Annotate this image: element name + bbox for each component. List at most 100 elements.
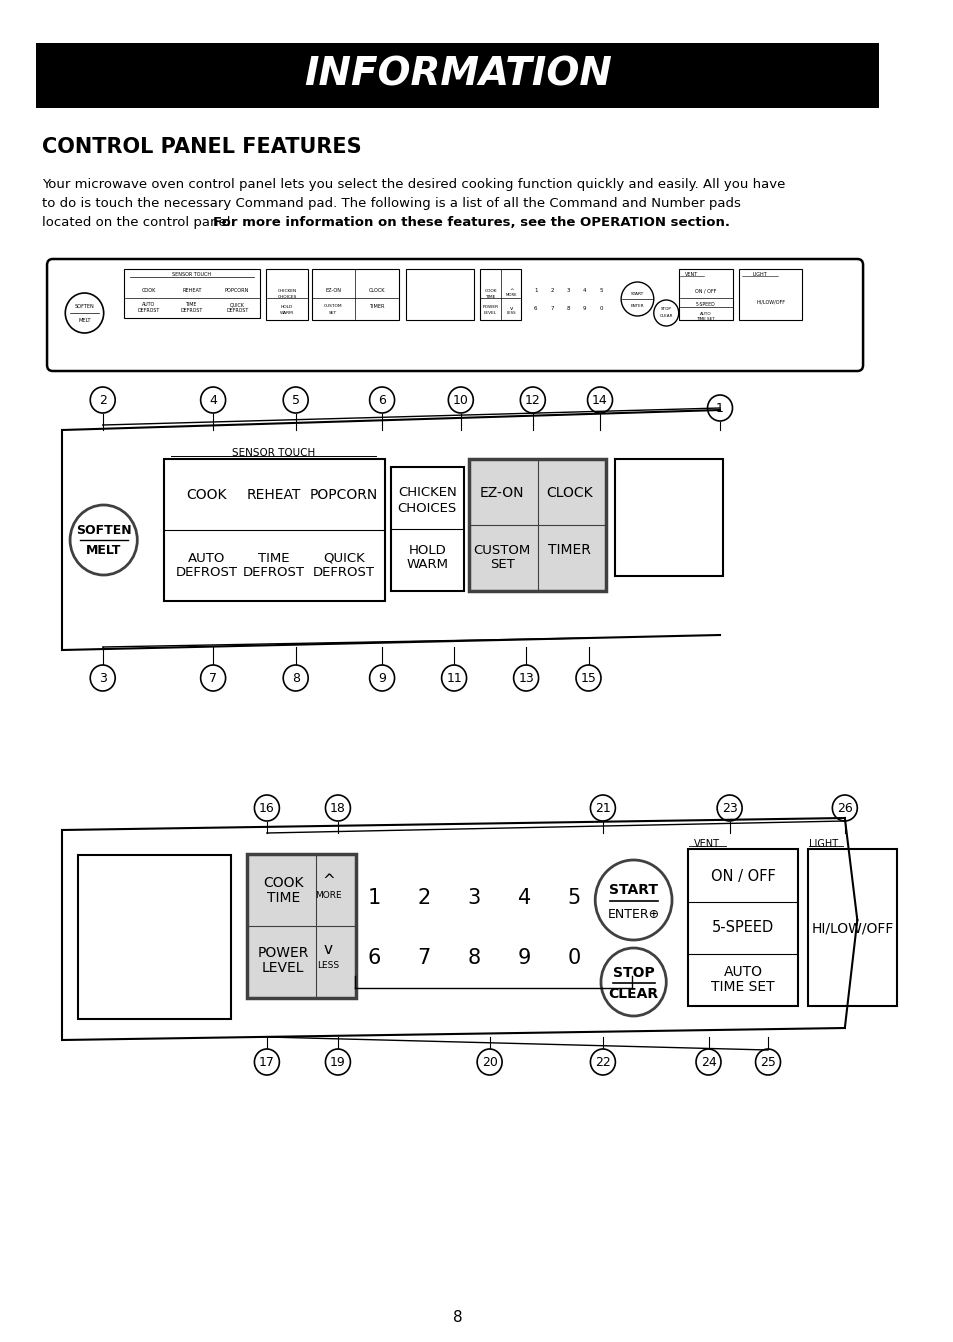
Text: 17: 17 — [258, 1056, 274, 1068]
Text: TIMER: TIMER — [547, 544, 590, 557]
Text: 2: 2 — [417, 888, 431, 909]
Text: 4: 4 — [517, 888, 530, 909]
Text: TIME: TIME — [266, 891, 299, 905]
Text: 7: 7 — [550, 306, 553, 311]
FancyBboxPatch shape — [615, 459, 722, 576]
Text: 5-SPEED: 5-SPEED — [695, 302, 715, 307]
Circle shape — [200, 386, 225, 413]
Text: CLEAR: CLEAR — [659, 314, 672, 318]
Text: located on the control panel.: located on the control panel. — [42, 216, 239, 229]
Text: TIMER: TIMER — [369, 303, 385, 309]
Text: 8: 8 — [453, 1311, 462, 1326]
Text: DEFROST: DEFROST — [226, 309, 248, 314]
Text: POWER: POWER — [482, 305, 498, 309]
Text: STOP: STOP — [660, 307, 671, 311]
FancyBboxPatch shape — [164, 459, 385, 601]
Text: 21: 21 — [595, 801, 610, 815]
Text: VENT: VENT — [684, 271, 698, 276]
Text: TIME: TIME — [485, 295, 496, 299]
Circle shape — [696, 1049, 720, 1075]
Text: to do is touch the necessary Command pad. The following is a list of all the Com: to do is touch the necessary Command pad… — [42, 197, 740, 209]
Circle shape — [325, 1049, 350, 1075]
Circle shape — [476, 1049, 501, 1075]
Text: AUTO: AUTO — [722, 965, 761, 980]
Text: CUSTOM: CUSTOM — [473, 544, 530, 557]
Text: 11: 11 — [446, 671, 461, 684]
Text: v: v — [323, 942, 333, 957]
Text: 2: 2 — [99, 393, 107, 407]
Text: CLEAR: CLEAR — [608, 986, 658, 1001]
Text: POPCORN: POPCORN — [309, 488, 377, 502]
Circle shape — [325, 794, 350, 821]
Text: 23: 23 — [721, 801, 737, 815]
FancyBboxPatch shape — [479, 268, 520, 319]
Text: WARM: WARM — [280, 311, 294, 315]
Text: REHEAT: REHEAT — [182, 287, 201, 293]
Text: AUTO: AUTO — [142, 302, 155, 307]
Text: REHEAT: REHEAT — [246, 488, 300, 502]
Circle shape — [600, 947, 665, 1016]
Text: TIME: TIME — [186, 302, 197, 307]
Text: 10: 10 — [453, 393, 468, 407]
Text: HI/LOW/OFF: HI/LOW/OFF — [756, 299, 784, 305]
Text: CUSTOM: CUSTOM — [323, 305, 342, 309]
Text: 6: 6 — [377, 393, 386, 407]
Text: 3: 3 — [99, 671, 107, 684]
Text: CHOICES: CHOICES — [397, 502, 456, 514]
Circle shape — [254, 794, 279, 821]
Text: SET: SET — [329, 311, 336, 315]
Text: 9: 9 — [377, 671, 386, 684]
FancyBboxPatch shape — [391, 467, 463, 590]
Circle shape — [441, 666, 466, 691]
Text: DEFROST: DEFROST — [137, 309, 160, 314]
Circle shape — [369, 386, 395, 413]
Text: VENT: VENT — [693, 839, 719, 849]
Circle shape — [587, 386, 612, 413]
Text: 6: 6 — [534, 306, 537, 311]
Text: CLOCK: CLOCK — [369, 287, 385, 293]
FancyBboxPatch shape — [36, 43, 879, 107]
Text: 8: 8 — [566, 306, 570, 311]
Text: AUTO: AUTO — [188, 552, 225, 565]
Text: CHICKEN: CHICKEN — [277, 289, 296, 293]
Circle shape — [590, 794, 615, 821]
Text: 18: 18 — [330, 801, 346, 815]
FancyBboxPatch shape — [124, 268, 259, 318]
Text: TIME SET: TIME SET — [696, 318, 714, 322]
Text: EZ-ON: EZ-ON — [479, 486, 524, 501]
FancyBboxPatch shape — [469, 459, 605, 590]
Text: SET: SET — [489, 558, 514, 572]
Text: HOLD: HOLD — [408, 545, 446, 557]
FancyBboxPatch shape — [47, 259, 862, 370]
Circle shape — [448, 386, 473, 413]
Text: QUICK: QUICK — [322, 552, 364, 565]
Text: COOK: COOK — [263, 876, 303, 890]
Text: 6: 6 — [367, 947, 380, 968]
Text: MORE: MORE — [314, 891, 341, 899]
Text: 1: 1 — [368, 888, 380, 909]
Text: SOFTEN: SOFTEN — [76, 525, 132, 538]
Text: 3: 3 — [566, 289, 570, 294]
Text: v: v — [510, 306, 513, 310]
Text: EZ-ON: EZ-ON — [325, 287, 341, 293]
Text: 24: 24 — [700, 1056, 716, 1068]
Circle shape — [91, 666, 115, 691]
Text: 0: 0 — [567, 947, 580, 968]
Circle shape — [707, 395, 732, 421]
Text: 8: 8 — [467, 947, 480, 968]
FancyBboxPatch shape — [738, 268, 801, 319]
Text: 8: 8 — [292, 671, 299, 684]
Text: 13: 13 — [517, 671, 534, 684]
FancyBboxPatch shape — [807, 849, 896, 1006]
Text: POPCORN: POPCORN — [225, 287, 249, 293]
Circle shape — [369, 666, 395, 691]
FancyBboxPatch shape — [266, 268, 308, 319]
FancyBboxPatch shape — [688, 849, 797, 1006]
Text: CONTROL PANEL FEATURES: CONTROL PANEL FEATURES — [42, 137, 361, 157]
Text: 16: 16 — [259, 801, 274, 815]
Text: 3: 3 — [467, 888, 480, 909]
Text: DEFROST: DEFROST — [313, 566, 375, 580]
Text: COOK: COOK — [186, 488, 227, 502]
Text: CHOICES: CHOICES — [277, 295, 296, 299]
Text: LEVEL: LEVEL — [262, 961, 304, 976]
